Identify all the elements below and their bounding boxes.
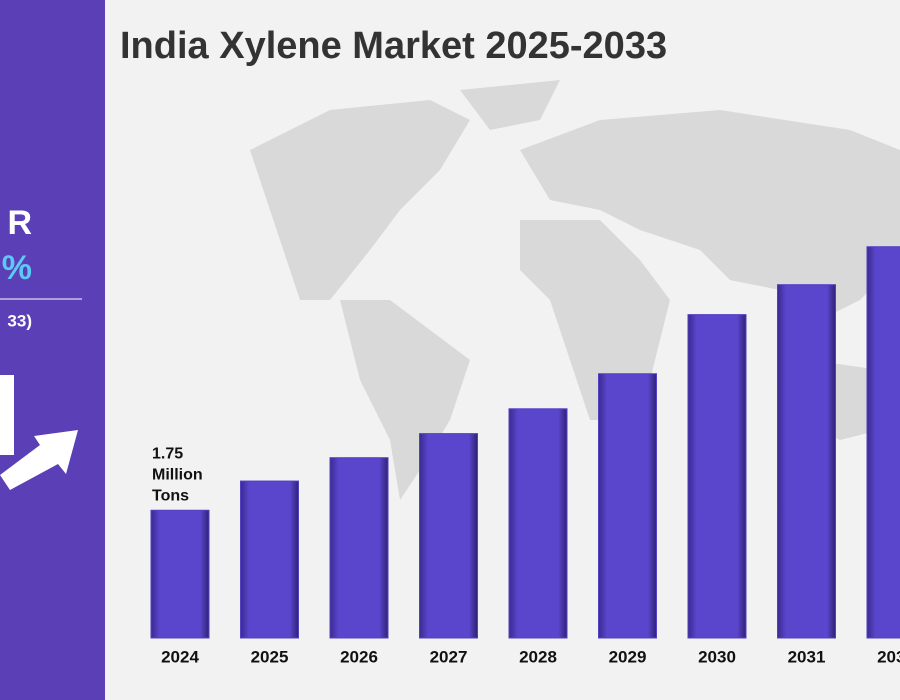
bar [419, 433, 478, 639]
bar [598, 373, 657, 639]
bar [240, 480, 299, 639]
growth-icon [0, 375, 78, 490]
bar [687, 314, 747, 639]
side-panel [0, 0, 105, 700]
x-tick-label: 2026 [340, 647, 378, 666]
bar [508, 408, 568, 639]
side-text: R [7, 204, 32, 242]
value-label: 1.75 Million Tons [152, 445, 203, 504]
x-tick-label: 2029 [609, 647, 647, 666]
side-text: % [2, 249, 32, 287]
x-tick-label: 2025 [251, 647, 289, 666]
bar [150, 509, 210, 639]
x-tick-label: 2031 [788, 647, 826, 666]
bar [329, 457, 389, 639]
x-tick-label: 2027 [430, 647, 468, 666]
chart-title: India Xylene Market 2025-2033 [120, 25, 667, 67]
bar [777, 284, 836, 639]
x-tick-label: 2024 [161, 647, 199, 666]
side-text: 33) [7, 311, 32, 330]
x-tick-label: 2028 [519, 647, 557, 666]
x-tick-label: 2030 [698, 647, 736, 666]
x-tick-label: 2032 [877, 647, 900, 666]
bar [866, 246, 900, 639]
